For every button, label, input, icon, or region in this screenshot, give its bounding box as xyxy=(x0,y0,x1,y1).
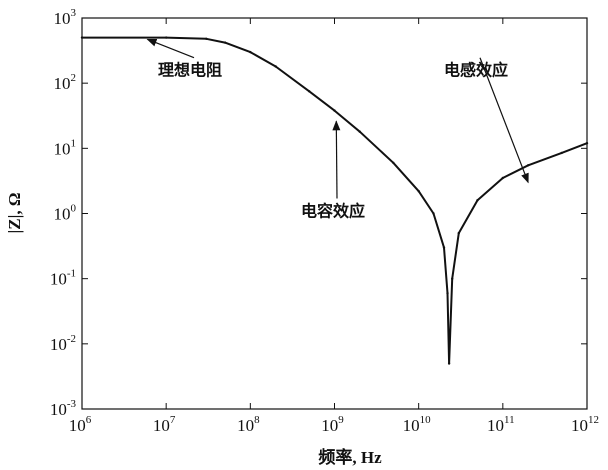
data-point xyxy=(274,65,277,68)
data-point xyxy=(560,151,563,155)
x-tick-label: 1011 xyxy=(487,414,515,435)
data-point xyxy=(446,291,449,295)
annotation-arrow xyxy=(479,57,529,184)
x-tick-label: 106 xyxy=(69,414,92,435)
annotation-arrow xyxy=(146,38,195,59)
x-tick-label: 107 xyxy=(153,414,176,435)
x-tick-label: 1010 xyxy=(403,414,432,435)
data-point xyxy=(442,246,446,249)
x-tick-label: 1012 xyxy=(571,414,599,435)
y-tick-label: 10-2 xyxy=(50,333,76,354)
y-tick-label: 102 xyxy=(54,72,77,93)
y-tick-label: 10-1 xyxy=(50,268,76,289)
series-layer xyxy=(80,36,589,365)
data-point xyxy=(432,212,435,215)
data-point xyxy=(80,36,84,39)
x-tick-label: 109 xyxy=(321,414,344,435)
annotation-label: 理想电阻 xyxy=(158,61,222,80)
annotation-arrow xyxy=(332,120,341,199)
y-tick-label: 100 xyxy=(54,203,77,224)
data-point xyxy=(417,190,420,193)
x-axis-ticks: 106 107 108 109 1010 1011 1012 xyxy=(69,18,599,435)
data-point xyxy=(333,109,336,112)
data-point xyxy=(585,142,589,145)
data-point xyxy=(205,37,208,40)
data-point xyxy=(165,36,168,39)
data-point xyxy=(501,176,504,180)
annotation-label: 电容效应 xyxy=(301,201,365,220)
data-point xyxy=(476,199,479,202)
y-tick-label: 10-3 xyxy=(50,398,77,419)
y-axis-ticks: 10-3 10-2 10-1 100 101 102 103 xyxy=(50,7,587,419)
annotation-label: 电感效应 xyxy=(444,61,508,80)
x-axis-label: 频率, Hz xyxy=(318,447,382,467)
data-point xyxy=(451,277,454,280)
data-point xyxy=(358,130,361,133)
x-tick-label: 108 xyxy=(237,414,260,435)
data-point xyxy=(447,362,451,365)
y-tick-label: 103 xyxy=(54,7,77,28)
y-axis-label: |Z|, Ω xyxy=(5,193,24,234)
data-point xyxy=(392,161,395,164)
impedance-series-line xyxy=(82,36,588,365)
data-point xyxy=(249,50,252,54)
data-point xyxy=(527,164,530,167)
data-point xyxy=(308,90,311,93)
data-point xyxy=(457,231,460,235)
y-tick-label: 101 xyxy=(54,137,77,158)
data-point xyxy=(223,41,227,44)
